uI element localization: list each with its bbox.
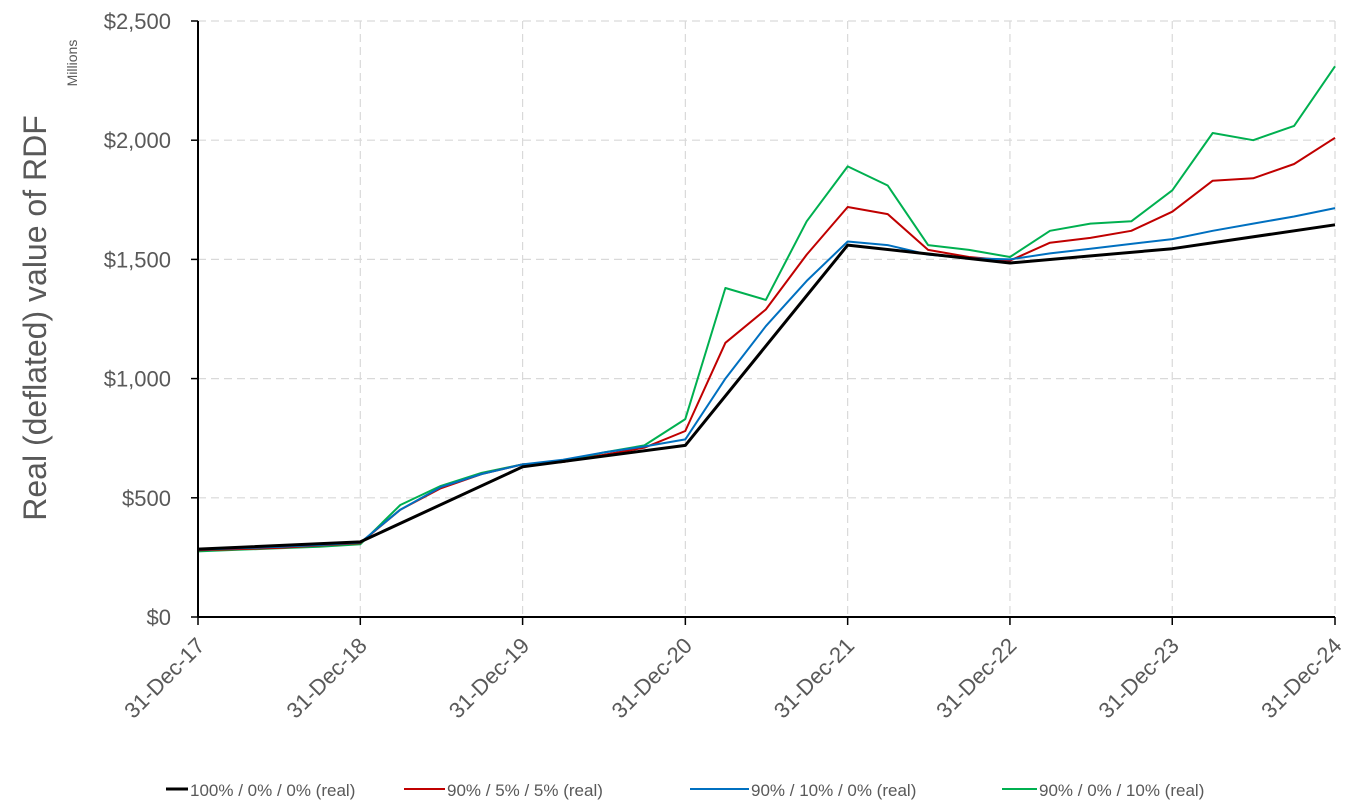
legend-label: 90% / 10% / 0% (real)	[751, 781, 916, 800]
y-tick-label: $2,500	[104, 9, 171, 34]
series-line-4	[197, 65, 1336, 553]
series-line-1	[197, 223, 1336, 551]
y-axis-label: Real (deflated) value of RDF	[17, 115, 53, 521]
series-lines	[197, 65, 1336, 553]
x-tick-label: 31-Dec-19	[444, 633, 534, 723]
x-tick-label: 31-Dec-17	[119, 633, 209, 723]
legend-label: 100% / 0% / 0% (real)	[190, 781, 355, 800]
legend-label: 90% / 5% / 5% (real)	[447, 781, 603, 800]
axes: $0 $500 $1,000 $1,500 $2,000 $2,500 31-Dec-17 3…	[104, 9, 1347, 723]
x-tick-label: 31-Dec-23	[1093, 633, 1183, 723]
x-tick-label: 31-Dec-24	[1256, 633, 1346, 723]
legend: 100% / 0% / 0% (real) 90% / 5% / 5% (real…	[166, 781, 1204, 800]
y-tick-label: $1,500	[104, 247, 171, 272]
y-tick-label: $500	[122, 486, 171, 511]
x-tick-label: 31-Dec-22	[931, 633, 1021, 723]
x-tick-label: 31-Dec-20	[607, 633, 697, 723]
y-tick-label: $1,000	[104, 367, 171, 392]
y-tick-label: $0	[147, 605, 171, 630]
y-tick-label: $2,000	[104, 128, 171, 153]
legend-label: 90% / 0% / 10% (real)	[1039, 781, 1204, 800]
x-tick-label: 31-Dec-21	[769, 633, 859, 723]
units-label: Millions	[64, 40, 80, 87]
x-tick-label: 31-Dec-18	[282, 633, 372, 723]
gridlines	[198, 20, 1336, 617]
series-line-3	[197, 207, 1336, 551]
axis-labels: Real (deflated) value of RDF Millions	[17, 40, 80, 521]
